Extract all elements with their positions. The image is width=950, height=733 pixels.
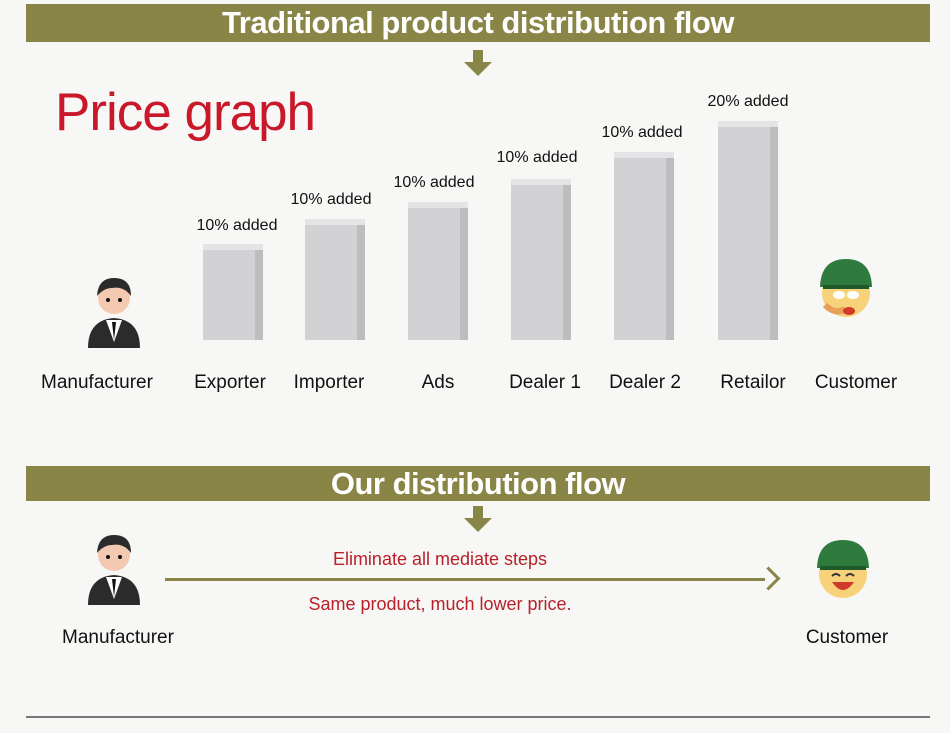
arrow-right-icon (756, 566, 781, 591)
step-label: Dealer 2 (609, 372, 681, 393)
direct-arrow-line (165, 578, 765, 581)
added-label: 10% added (196, 217, 278, 234)
happy-customer-icon (817, 540, 869, 598)
step-label: Ads (421, 372, 455, 393)
bar-exporter (203, 244, 263, 340)
bar-importer (305, 219, 365, 340)
customer-label: Customer (814, 372, 898, 393)
added-label: 10% added (601, 124, 683, 141)
lower-price-text: Same product, much lower price. (308, 594, 572, 614)
added-label: 20% added (707, 93, 789, 110)
our-flow-banner: Our distribution flow (26, 466, 930, 501)
bar-retailor (718, 121, 778, 340)
customer-label: Customer (805, 627, 889, 648)
businessman-icon (88, 278, 140, 348)
divider (26, 716, 930, 718)
bar-dealer-2 (614, 152, 674, 340)
step-label: Exporter (194, 372, 266, 393)
price-graph-title: Price graph (55, 83, 316, 142)
bar-dealer-1 (511, 179, 571, 340)
step-label: Importer (293, 372, 365, 393)
bar-ads (408, 202, 468, 340)
added-label: 10% added (496, 149, 578, 166)
step-label: Dealer 1 (509, 372, 581, 393)
businessman-icon (88, 535, 140, 605)
eliminate-steps-text: Eliminate all mediate steps (332, 549, 548, 569)
traditional-flow-banner: Traditional product distribution flow (26, 4, 930, 42)
added-label: 10% added (290, 191, 372, 208)
manufacturer-label: Manufacturer (41, 372, 153, 393)
added-label: 10% added (393, 174, 475, 191)
step-label: Retailor (720, 372, 786, 393)
crying-customer-icon (820, 259, 872, 317)
manufacturer-label: Manufacturer (62, 627, 174, 648)
